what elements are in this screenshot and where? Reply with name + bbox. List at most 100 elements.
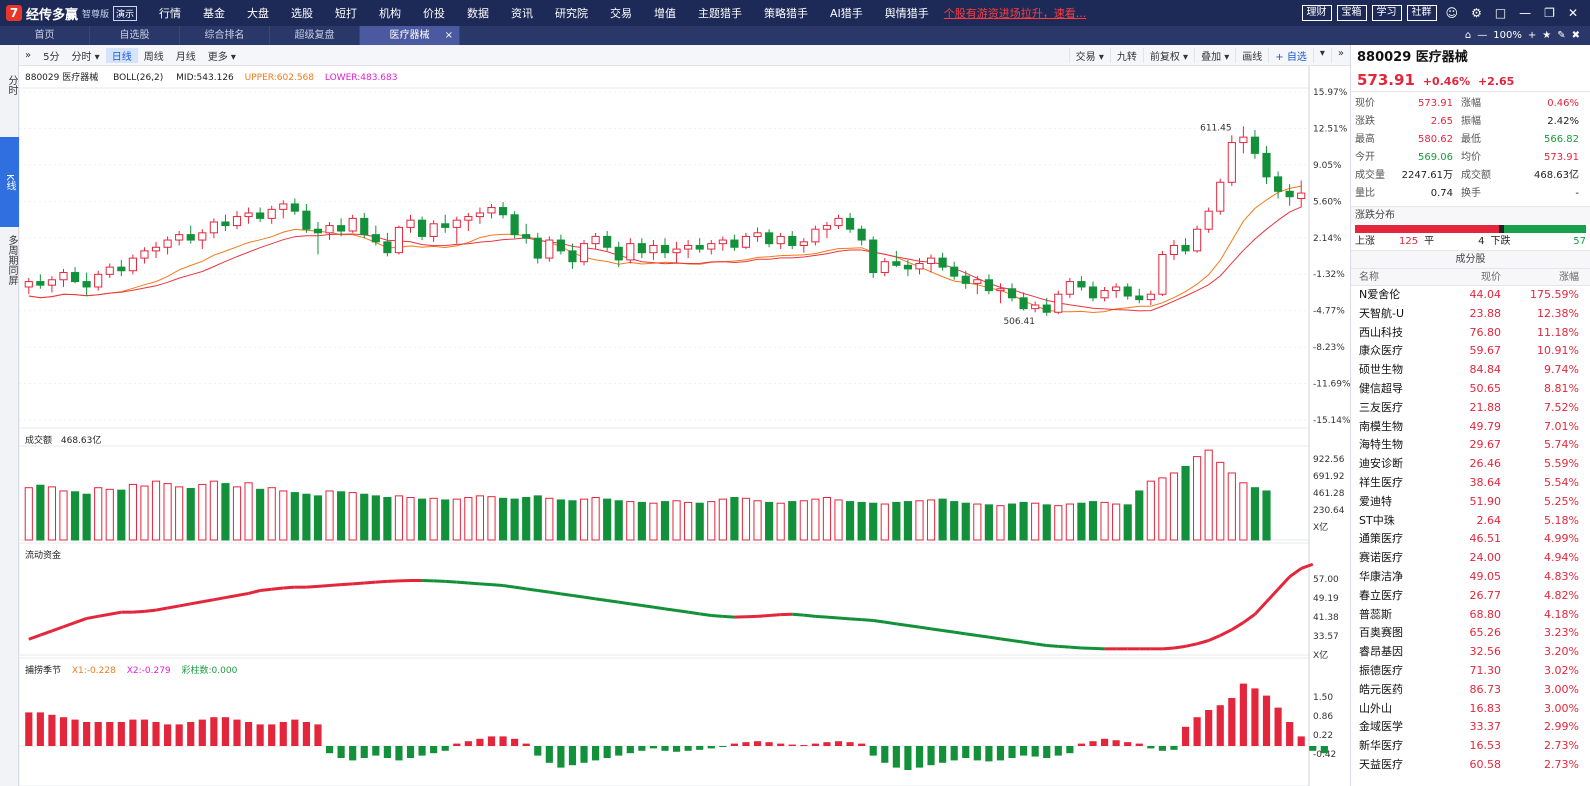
menu-item-4[interactable]: 短打 xyxy=(335,7,357,20)
dist-down-bar xyxy=(1504,225,1586,233)
toolbar-right-button-0[interactable]: 交易 ▾ xyxy=(1068,47,1110,63)
menu-item-11[interactable]: 增值 xyxy=(654,7,676,20)
menu-item-9[interactable]: 研究院 xyxy=(555,7,588,20)
cons-head-price[interactable]: 现价 xyxy=(1481,272,1501,283)
price-axis-label: -4.77% xyxy=(1313,307,1345,317)
candle-body xyxy=(845,217,855,230)
toolbar-right-button-2[interactable]: 前复权 ▾ xyxy=(1142,47,1194,63)
menu-item-1[interactable]: 基金 xyxy=(203,7,225,20)
cons-row[interactable]: 天智航-U 23.88 12.38% xyxy=(1351,305,1590,324)
trash-icon[interactable]: ✖ xyxy=(1571,30,1580,41)
menu-item-8[interactable]: 资讯 xyxy=(511,7,533,20)
zoom-out-icon[interactable]: — xyxy=(1477,30,1488,41)
legend-indicator[interactable]: BOLL(26,2) xyxy=(113,73,164,83)
chart-area[interactable]: 15.97% 12.51% 9.05% 5.60% 2.14% -1.32% -4.77% -… xyxy=(19,66,1350,786)
season-bar xyxy=(696,746,704,750)
rail-kline[interactable]: K线 xyxy=(0,137,19,227)
cons-row[interactable]: 睿昂基因 32.56 3.20% xyxy=(1351,643,1590,662)
tab-0[interactable]: 首页 xyxy=(0,26,90,45)
cons-row[interactable]: 爱迪特 51.90 5.25% xyxy=(1351,493,1590,512)
tab-4[interactable]: 医疗器械 × xyxy=(360,26,460,45)
cons-row[interactable]: 祥生医疗 38.64 5.54% xyxy=(1351,474,1590,493)
toolbar-right-button-1[interactable]: 九转 xyxy=(1109,47,1143,63)
cons-row[interactable]: 赛诺医疗 24.00 4.94% xyxy=(1351,549,1590,568)
cons-row[interactable]: 山外山 16.83 3.00% xyxy=(1351,700,1590,719)
app-logo[interactable]: 7 经传多赢 智尊版 演示 xyxy=(0,4,148,23)
tab-2[interactable]: 综合排名 xyxy=(180,26,270,45)
menu-item-5[interactable]: 机构 xyxy=(379,7,401,20)
cons-row[interactable]: 南模生物 49.79 7.01% xyxy=(1351,418,1590,437)
close-icon[interactable]: ✕ xyxy=(1567,6,1578,20)
home-icon[interactable]: ⌂ xyxy=(1464,30,1472,41)
menu-item-12[interactable]: 主题猎手 xyxy=(698,7,742,20)
cons-row[interactable]: 金域医学 33.37 2.99% xyxy=(1351,718,1590,737)
period-button-0[interactable]: 5分 xyxy=(43,51,60,63)
collapse-icon[interactable]: » xyxy=(25,49,32,61)
toolbar-right-button-3[interactable]: 叠加 ▾ xyxy=(1194,47,1235,63)
cons-row[interactable]: 天益医疗 60.58 2.73% xyxy=(1351,756,1590,775)
window-icon[interactable]: □ xyxy=(1494,6,1507,20)
cons-row[interactable]: 硕世生物 84.84 9.74% xyxy=(1351,361,1590,380)
candle-body xyxy=(1250,136,1260,154)
cons-row[interactable]: 西山科技 76.80 11.18% xyxy=(1351,324,1590,343)
chart-canvas[interactable]: 15.97% 12.51% 9.05% 5.60% 2.14% -1.32% -4.77% -… xyxy=(19,66,1350,786)
cons-row[interactable]: 皓元医药 86.73 3.00% xyxy=(1351,681,1590,700)
cons-row[interactable]: 海特生物 29.67 5.74% xyxy=(1351,436,1590,455)
cons-row[interactable]: 振德医疗 71.30 3.02% xyxy=(1351,662,1590,681)
cons-row[interactable]: 康众医疗 59.67 10.91% xyxy=(1351,342,1590,361)
tab-close-icon[interactable]: × xyxy=(444,30,453,41)
period-button-2[interactable]: 日线 xyxy=(105,47,138,63)
menu-item-14[interactable]: AI猎手 xyxy=(830,7,863,20)
period-button-5[interactable]: 更多 ▾ xyxy=(207,51,236,63)
period-button-1[interactable]: 分时 ▾ xyxy=(71,51,100,63)
cons-head-pct[interactable]: 涨幅 xyxy=(1559,272,1579,283)
period-button-4[interactable]: 月线 xyxy=(175,51,196,63)
top-button-1[interactable]: 宝箱 xyxy=(1336,5,1367,21)
cons-row[interactable]: N爱舍伦 44.04 175.59% xyxy=(1351,286,1590,305)
cons-row[interactable]: 普蕊斯 68.80 4.18% xyxy=(1351,606,1590,625)
cons-row[interactable]: 春立医疗 26.77 4.82% xyxy=(1351,587,1590,606)
rail-multi-period[interactable]: 多周期同屏 xyxy=(6,235,17,285)
menu-item-13[interactable]: 策略猎手 xyxy=(764,7,808,20)
top-button-0[interactable]: 理财 xyxy=(1301,5,1332,21)
menu-item-2[interactable]: 大盘 xyxy=(247,7,269,20)
cons-row[interactable]: 三友医疗 21.88 7.52% xyxy=(1351,399,1590,418)
minimize-icon[interactable]: — xyxy=(1519,6,1532,20)
menu-item-0[interactable]: 行情 xyxy=(159,7,181,20)
menu-item-7[interactable]: 数据 xyxy=(467,7,489,20)
menu-item-3[interactable]: 选股 xyxy=(291,7,313,20)
candle-body xyxy=(695,244,704,250)
volume-bar xyxy=(1123,504,1132,541)
zoom-in-icon[interactable]: + xyxy=(1527,30,1537,41)
user-icon[interactable]: ☺ xyxy=(1445,6,1459,20)
cons-row[interactable]: 通策医疗 46.51 4.99% xyxy=(1351,530,1590,549)
quote-value: 569.06 xyxy=(1418,152,1453,163)
restore-icon[interactable]: ❐ xyxy=(1544,6,1555,20)
toolbar-right-button-4[interactable]: 画线 xyxy=(1235,47,1268,63)
tab-3[interactable]: 超级复盘 xyxy=(270,26,360,45)
rail-fenshi[interactable]: 分时 xyxy=(6,75,17,95)
star-icon[interactable]: ★ xyxy=(1542,30,1552,41)
expand-icon[interactable]: » xyxy=(1330,47,1350,63)
menu-item-10[interactable]: 交易 xyxy=(610,7,632,20)
cons-row[interactable]: 百奥赛图 65.26 3.23% xyxy=(1351,624,1590,643)
top-button-2[interactable]: 学习 xyxy=(1371,5,1402,21)
marquee-news-link[interactable]: 个股有游资进场拉升，速看... xyxy=(943,7,1087,20)
menu-item-6[interactable]: 价投 xyxy=(423,7,445,20)
menu-item-15[interactable]: 舆情猎手 xyxy=(884,7,929,20)
pen-icon[interactable]: ✎ xyxy=(1557,30,1566,41)
cons-row[interactable]: 华康洁净 49.05 4.83% xyxy=(1351,568,1590,587)
volume-bar xyxy=(348,492,357,541)
tab-1[interactable]: 自选股 xyxy=(90,26,180,45)
cons-row[interactable]: 健信超导 50.65 8.81% xyxy=(1351,380,1590,399)
cons-row[interactable]: ST中珠 2.64 5.18% xyxy=(1351,512,1590,531)
gear-icon[interactable]: ⚙ xyxy=(1471,6,1482,20)
cons-row[interactable]: 新华医疗 16.53 2.73% xyxy=(1351,737,1590,756)
cons-row[interactable]: 迪安诊断 26.46 5.59% xyxy=(1351,455,1590,474)
cons-price: 24.00 xyxy=(1469,551,1502,565)
period-button-3[interactable]: 周线 xyxy=(143,51,164,63)
top-button-3[interactable]: 社群 xyxy=(1406,5,1437,21)
toolbar-right-button-6[interactable]: ▾ xyxy=(1312,47,1331,63)
cons-head-name[interactable]: 名称 xyxy=(1359,272,1379,283)
toolbar-right-button-5[interactable]: + 自选 xyxy=(1268,47,1313,63)
